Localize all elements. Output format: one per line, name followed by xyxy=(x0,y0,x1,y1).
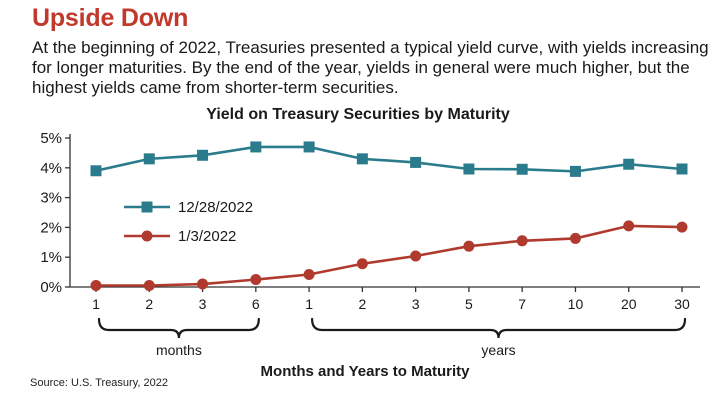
data-point xyxy=(623,158,635,170)
legend-label: 1/3/2022 xyxy=(178,228,236,245)
group-bracket xyxy=(97,317,260,339)
x-axis: 1 2 3 6 1 2 3 5 7 10 20 30 xyxy=(70,286,700,312)
data-point xyxy=(303,268,315,280)
x-axis-label: Months and Years to Maturity xyxy=(260,363,470,380)
intro-paragraph: At the beginning of 2022, Treasuries pre… xyxy=(32,38,709,97)
group-label: years xyxy=(481,342,515,358)
data-point xyxy=(356,153,368,165)
data-point xyxy=(676,163,688,175)
maturity-groups: months years xyxy=(97,317,687,358)
data-point xyxy=(569,232,581,244)
legend-label: 12/28/2022 xyxy=(178,199,253,216)
x-tick-label: 6 xyxy=(252,296,260,312)
x-tick-label: 10 xyxy=(568,296,584,312)
legend-marker xyxy=(141,201,153,213)
series-line xyxy=(96,224,683,287)
data-point xyxy=(303,141,315,153)
y-tick-label: 2% xyxy=(40,219,62,236)
y-tick-label: 3% xyxy=(40,190,62,207)
headline: Upside Down xyxy=(32,4,189,32)
x-tick-label: 2 xyxy=(358,296,366,312)
data-point xyxy=(516,163,528,175)
data-point xyxy=(676,221,688,233)
data-point xyxy=(356,258,368,270)
chart-title: Yield on Treasury Securities by Maturity xyxy=(206,106,510,123)
legend-marker xyxy=(141,230,153,242)
data-point xyxy=(197,278,209,290)
data-point xyxy=(197,149,209,161)
data-point xyxy=(143,153,155,165)
y-axis: 0% 1% 2% 3% 4% 5% xyxy=(40,130,71,296)
data-point xyxy=(463,163,475,175)
x-tick-label: 5 xyxy=(465,296,473,312)
x-tick-label: 3 xyxy=(199,296,207,312)
y-tick-label: 1% xyxy=(40,249,62,266)
y-tick-label: 5% xyxy=(40,130,62,147)
data-point xyxy=(90,165,102,177)
y-tick-label: 4% xyxy=(40,160,62,177)
x-tick-label: 1 xyxy=(305,296,313,312)
source-note: Source: U.S. Treasury, 2022 xyxy=(30,377,168,389)
x-tick-label: 1 xyxy=(92,296,100,312)
data-point xyxy=(569,165,581,177)
data-point xyxy=(250,274,262,286)
x-tick-label: 30 xyxy=(674,296,690,312)
x-tick-label: 20 xyxy=(621,296,637,312)
data-point xyxy=(410,156,422,168)
data-point xyxy=(143,280,155,292)
series-line xyxy=(95,145,683,173)
x-tick-label: 2 xyxy=(145,296,153,312)
x-tick-label: 7 xyxy=(518,296,526,312)
x-tick-label: 3 xyxy=(412,296,420,312)
data-point xyxy=(90,280,102,292)
legend: 12/28/2022 1/3/2022 xyxy=(124,199,253,245)
series-layer xyxy=(90,141,688,292)
data-point xyxy=(623,220,635,232)
data-point xyxy=(516,235,528,247)
group-label: months xyxy=(156,342,202,358)
group-bracket xyxy=(310,317,687,339)
data-point xyxy=(250,141,262,153)
y-tick-label: 0% xyxy=(40,279,62,296)
data-point xyxy=(463,240,475,252)
data-point xyxy=(410,250,422,262)
